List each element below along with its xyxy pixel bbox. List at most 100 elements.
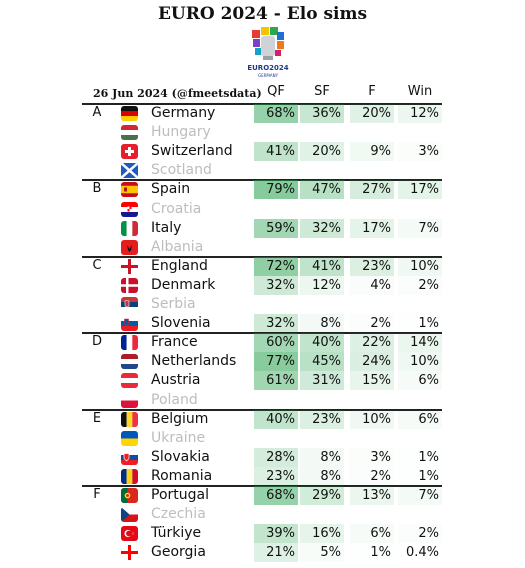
cell-f: 1% [370,545,391,561]
slovenia-flag-icon [121,316,138,332]
cell-win: 12% [398,104,442,123]
trophy-logo-icon [252,27,284,60]
cell-sf [300,429,344,448]
cell-sf: 45% [300,352,344,372]
cell-win: 0.4% [405,545,439,561]
cell-f [350,123,394,142]
cell-f: 10% [350,409,394,429]
team-name: Hungary [151,124,211,141]
poland-flag-icon [121,392,138,408]
france-flag-icon [121,335,138,351]
cell-f: 3% [370,449,391,465]
cell-sf [300,161,344,180]
cell-f: 24% [350,352,394,372]
ukraine-flag-icon [121,430,138,446]
cell-f: 2% [370,468,391,484]
team-name: Denmark [151,276,216,293]
serbia-flag-icon [121,297,138,312]
table-row: Croatia [0,200,525,219]
cell-qf: 79% [254,180,298,200]
col-header-qf: QF [267,84,285,99]
team-name: Netherlands [151,353,237,370]
group-label: A [92,105,102,120]
cell-sf: 16% [300,524,344,544]
cell-qf: 39% [254,524,298,544]
cell-f [350,295,394,314]
chart-title: EURO 2024 - Elo sims [157,4,368,24]
cell-sf [300,505,344,524]
team-name: Austria [151,372,201,389]
table-row: F Portugal 68% 29% 13% 7% [0,486,525,505]
cell-sf: 8% [300,466,344,486]
cell-win: 3% [418,144,439,160]
cell-f: 2% [370,316,391,332]
table-row: B Spain 79% 47% 27% 17% [0,180,525,200]
table-row: Scotland [0,161,525,180]
cell-qf: 68% [254,104,298,123]
euro2024-logo: EURO2024 GERMANY [246,24,290,80]
cell-win [398,238,442,257]
team-name: Albania [151,238,204,255]
cell-f: 22% [350,333,394,353]
cell-qf: 23% [254,466,298,486]
table-row: Ukraine [0,429,525,448]
cell-sf: 36% [300,104,344,123]
cell-qf [254,123,298,142]
cell-win: 6% [398,371,442,391]
cell-qf: 21% [254,543,298,563]
belgium-flag-icon [121,411,138,427]
table-row: Poland [0,391,525,410]
cell-f: 15% [350,371,394,391]
table-row: Netherlands 77% 45% 24% 10% [0,352,525,372]
cell-qf: 72% [254,256,298,276]
cell-sf [300,200,344,219]
netherlands-flag-icon [121,354,138,370]
cell-sf [300,391,344,410]
team-name: Slovenia [151,315,211,332]
table-row: Serbia [0,295,525,314]
team-name: Poland [151,391,198,408]
cell-qf [254,505,298,524]
cell-win: 2% [418,277,439,293]
cell-win: 7% [398,486,442,505]
team-name: Ukraine [151,429,206,446]
table-row: Czechia [0,505,525,524]
cell-qf: 59% [254,218,298,238]
cell-sf: 31% [300,371,344,391]
table-row: Türkiye 39% 16% 6% 2% [0,524,525,544]
cell-sf: 20% [300,142,344,162]
col-header-win: Win [407,84,433,99]
cell-f [350,429,394,448]
col-header-f: F [368,84,376,99]
hungary-flag-icon [121,125,138,141]
cell-win [398,200,442,219]
group-label: F [93,487,101,502]
col-header-sf: SF [314,84,330,99]
logo-wordmark: EURO2024 [247,64,289,72]
team-name: Switzerland [151,143,233,160]
table-row: Georgia 21% 5% 1% 0.4% [0,543,525,563]
turkiye-flag-icon [121,526,138,542]
slovakia-flag-icon [121,449,138,465]
italy-flag-icon [121,220,138,236]
cell-win: 7% [398,218,442,238]
team-name: Belgium [151,410,209,427]
cell-f: 6% [350,524,394,544]
cell-win [398,123,442,142]
table-row: C England 72% 41% 23% 10% [0,256,525,276]
cell-f: 20% [350,104,394,123]
team-name: Romania [151,467,213,484]
table-row: A Germany 68% 36% 20% 12% [0,104,525,123]
georgia-flag-icon [121,545,138,561]
group-label: D [91,334,102,350]
team-name: Portugal [151,487,209,503]
cell-qf: 40% [254,409,298,429]
germany-flag-icon [121,106,138,121]
group-separator [82,332,442,335]
scotland-flag-icon [121,163,138,179]
cell-qf [254,161,298,180]
cell-qf: 68% [254,486,298,505]
group-separator [82,255,442,258]
team-name: Türkiye [151,525,202,542]
cell-qf: 28% [254,447,298,467]
